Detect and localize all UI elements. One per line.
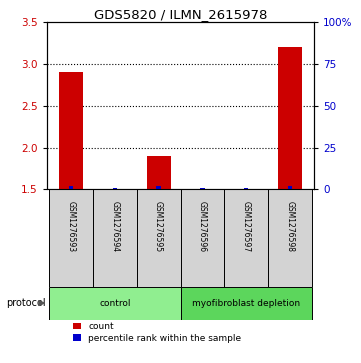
Bar — [69, 186, 73, 189]
Bar — [278, 47, 302, 189]
Bar — [224, 189, 268, 286]
Bar — [200, 188, 205, 189]
Text: GSM1276593: GSM1276593 — [66, 201, 75, 252]
Bar — [244, 188, 248, 189]
Bar — [180, 189, 224, 286]
Bar — [49, 189, 93, 286]
Text: GSM1276597: GSM1276597 — [242, 201, 251, 252]
Bar — [49, 286, 180, 320]
Text: protocol: protocol — [6, 298, 46, 308]
Legend: count, percentile rank within the sample: count, percentile rank within the sample — [73, 322, 241, 343]
Bar — [268, 189, 312, 286]
Text: GSM1276595: GSM1276595 — [154, 201, 163, 252]
Bar — [93, 189, 137, 286]
Bar — [113, 188, 117, 189]
Bar — [156, 186, 161, 189]
Bar — [147, 156, 171, 189]
Bar — [180, 286, 312, 320]
Bar — [59, 72, 83, 189]
Text: control: control — [99, 299, 131, 307]
Text: myofibroblast depletion: myofibroblast depletion — [192, 299, 300, 307]
Text: GSM1276598: GSM1276598 — [286, 201, 295, 252]
Text: GSM1276594: GSM1276594 — [110, 201, 119, 252]
Text: GSM1276596: GSM1276596 — [198, 201, 207, 252]
Bar — [288, 186, 292, 189]
Title: GDS5820 / ILMN_2615978: GDS5820 / ILMN_2615978 — [94, 8, 267, 21]
Bar — [137, 189, 180, 286]
